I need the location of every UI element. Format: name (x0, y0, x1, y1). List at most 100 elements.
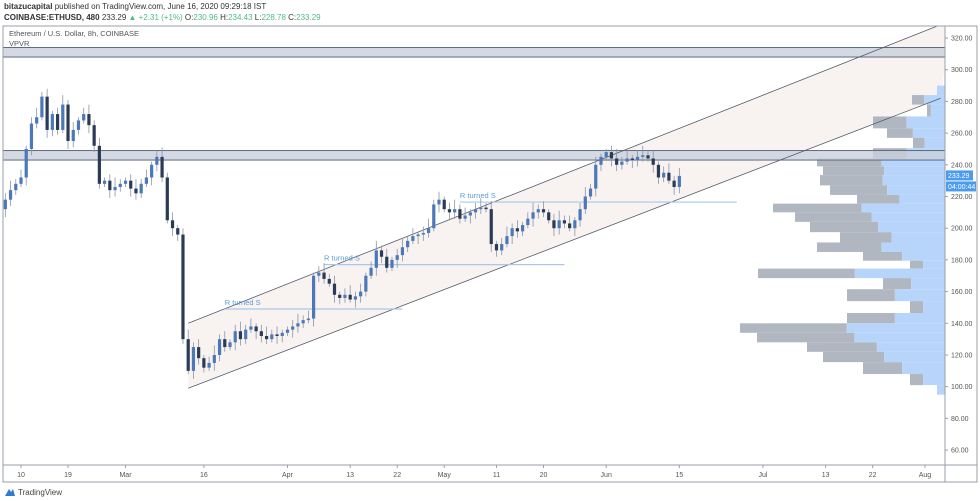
volume-profile-bar-up (923, 301, 945, 313)
candle (578, 209, 582, 221)
candle (625, 158, 629, 162)
volume-profile-bar-up (902, 251, 945, 261)
volume-profile-bar-up (891, 232, 945, 243)
volume-profile-bar-down (910, 260, 924, 269)
volume-profile-bar-down (912, 95, 925, 105)
resistance-zone (3, 150, 945, 161)
candle (416, 234, 420, 237)
resistance-zone (3, 47, 945, 58)
candle (411, 236, 415, 241)
candle (468, 212, 472, 216)
candle (259, 331, 263, 336)
candle (641, 155, 645, 157)
candle (364, 275, 368, 292)
symbol: COINBASE:ETHUSD, 480 (4, 13, 100, 22)
price-tick-label: 200.00 (951, 226, 973, 233)
price-tick-label: 100.00 (951, 384, 973, 391)
volume-profile-bar-down (863, 362, 903, 375)
volume-profile-bar-up (882, 175, 945, 186)
time-tick-label: Jun (601, 472, 612, 479)
candle (8, 190, 13, 200)
volume-profile-bar-down (817, 158, 882, 167)
publish-info: bitazucapital published on TradingView.c… (4, 2, 266, 11)
candle (583, 196, 587, 210)
candle (672, 180, 676, 187)
plot-area: R turned S R turned S R turned S (0, 26, 945, 395)
candle (223, 339, 227, 348)
candle (264, 335, 269, 340)
publisher[interactable]: bitazucapital (4, 2, 53, 11)
time-tick-label: 20 (540, 472, 548, 479)
candle (254, 326, 258, 332)
candle (615, 158, 619, 165)
candle (280, 332, 284, 336)
candle (29, 123, 34, 149)
volume-profile-bar-down (830, 185, 888, 195)
candle (24, 148, 28, 178)
volume-profile-bar-up (861, 203, 945, 213)
candle (0, 209, 2, 214)
brand-name: TradingView (18, 487, 63, 497)
candle (233, 331, 237, 343)
volume-profile-bar-up (911, 278, 945, 290)
volume-profile-bar-up (876, 342, 945, 352)
open-value: 230.96 (193, 13, 218, 22)
volume-profile-bar-up (884, 351, 945, 363)
candle (526, 218, 530, 226)
last-price-tag (946, 170, 973, 181)
volume-profile-bar-up (854, 332, 945, 343)
candle (270, 334, 274, 340)
tradingview-logo-icon (5, 489, 15, 496)
candle (385, 256, 389, 268)
candle (620, 161, 624, 165)
volume-profile-bar-up (884, 166, 945, 176)
candle (332, 283, 337, 295)
candle (186, 339, 190, 371)
volume-profile-bar-down (840, 232, 892, 243)
volume-profile-bar-up (887, 185, 945, 195)
time-tick-label: 16 (200, 472, 208, 479)
time-tick-label: Aug (919, 472, 932, 479)
candle (92, 125, 96, 146)
high-label: H: (220, 13, 229, 22)
candle (97, 145, 101, 184)
volume-profile-bar-down (795, 212, 872, 222)
candle (113, 186, 117, 191)
candle (139, 183, 143, 194)
candle (557, 220, 561, 229)
tradingview-logo[interactable]: TradingView (4, 487, 62, 497)
volume-profile-bar-down (823, 351, 885, 363)
candle (348, 294, 352, 300)
candle (322, 272, 326, 279)
candle (505, 236, 509, 245)
price-tick-label: 80.00 (951, 416, 969, 423)
price-tick-label: 140.00 (951, 321, 973, 328)
volume-profile-bar-down (740, 323, 847, 333)
legend-indicator[interactable]: VPVR (9, 39, 30, 48)
candle (562, 220, 566, 224)
candle (463, 215, 467, 219)
candle (510, 228, 514, 237)
candle (568, 223, 572, 229)
volume-profile-bar-up (881, 158, 945, 167)
candle (484, 207, 488, 210)
volume-profile-bar-down (810, 221, 879, 233)
candle (134, 188, 138, 194)
volume-profile-bar-up (923, 260, 945, 269)
candle (521, 225, 525, 232)
close-value: 233.29 (296, 13, 321, 22)
candle (312, 275, 316, 319)
volume-profile-bar-down (820, 175, 883, 186)
channel-fill (188, 26, 945, 389)
volume-profile-bar-up (899, 194, 945, 204)
candle (191, 347, 196, 371)
candle (489, 209, 493, 245)
volume-profile-bar-down (847, 312, 895, 324)
time-tick-label: Apr (282, 472, 294, 479)
candle (531, 212, 535, 219)
volume-profile-bar-down (927, 104, 931, 117)
candle (291, 326, 295, 330)
candle (165, 177, 169, 221)
candle (181, 234, 185, 340)
